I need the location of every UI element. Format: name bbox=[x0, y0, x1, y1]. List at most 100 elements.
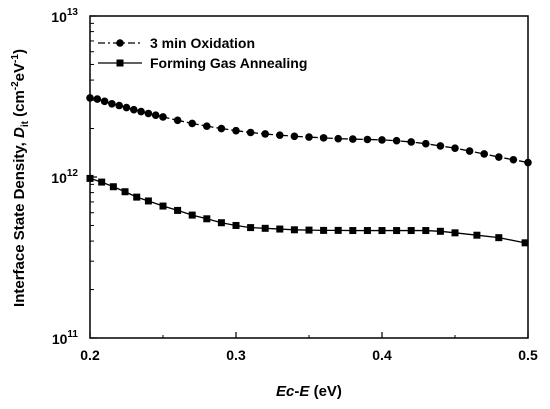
data-point-square bbox=[422, 227, 430, 235]
data-point-square bbox=[109, 183, 117, 191]
legend-label-fga: Forming Gas Annealing bbox=[150, 55, 307, 71]
data-point-square bbox=[473, 231, 481, 239]
y-tick-label: 1013 bbox=[51, 7, 78, 25]
data-point-circle bbox=[436, 142, 445, 150]
legend-marker-oxidation bbox=[116, 39, 124, 47]
data-point-circle bbox=[290, 132, 299, 141]
y-title-exp2: -1 bbox=[10, 54, 21, 63]
y-tick-label: 1011 bbox=[52, 329, 79, 347]
data-point-square bbox=[247, 224, 255, 232]
data-point-circle bbox=[203, 122, 211, 130]
legend: 3 min Oxidation Forming Gas Annealing bbox=[98, 35, 307, 71]
data-point-square bbox=[334, 226, 342, 234]
data-point-square bbox=[276, 225, 284, 233]
data-point-circle bbox=[115, 101, 123, 110]
y-title-sub: it bbox=[20, 120, 31, 127]
data-point-square bbox=[521, 239, 529, 247]
data-point-circle bbox=[261, 130, 270, 138]
x-title-e: E bbox=[299, 383, 310, 400]
data-point-circle bbox=[93, 95, 102, 103]
data-point-circle bbox=[144, 109, 153, 118]
data-point-square bbox=[217, 219, 225, 227]
data-point-circle bbox=[276, 131, 284, 139]
data-point-circle bbox=[363, 135, 372, 144]
data-point-circle bbox=[159, 113, 167, 121]
data-point-circle bbox=[378, 136, 386, 144]
y-title-unit-open: (cm bbox=[11, 90, 28, 121]
data-point-square bbox=[98, 178, 106, 186]
y-title-sym: D bbox=[11, 127, 28, 138]
data-point-circle bbox=[122, 103, 131, 112]
data-point-square bbox=[363, 227, 371, 235]
data-point-square bbox=[86, 174, 94, 182]
data-point-circle bbox=[151, 111, 160, 120]
x-axis-title: Ec-E (eV) bbox=[276, 383, 342, 400]
data-point-circle bbox=[100, 97, 109, 106]
data-point-circle bbox=[407, 138, 416, 146]
data-point-square bbox=[203, 215, 211, 223]
y-title-unit-close: ) bbox=[11, 49, 28, 54]
data-point-circle bbox=[86, 94, 94, 102]
y-tick-label: 1012 bbox=[51, 168, 78, 186]
y-tick-base: 10 bbox=[52, 331, 68, 347]
data-point-circle bbox=[188, 119, 196, 128]
data-point-circle bbox=[509, 155, 518, 164]
x-title-ec: Ec bbox=[276, 383, 295, 400]
data-point-circle bbox=[349, 135, 357, 143]
y-tick-base: 10 bbox=[51, 170, 67, 186]
data-point-circle bbox=[392, 136, 401, 145]
data-point-square bbox=[144, 197, 152, 205]
y-title-mid: eV bbox=[11, 63, 28, 81]
data-point-circle bbox=[217, 124, 226, 133]
data-point-square bbox=[320, 226, 328, 234]
data-point-circle bbox=[465, 147, 474, 155]
data-point-circle bbox=[305, 133, 313, 141]
x-title-unit: (eV) bbox=[309, 383, 342, 400]
data-point-circle bbox=[137, 107, 145, 116]
y-tick-exponent: 11 bbox=[67, 329, 78, 340]
data-point-square bbox=[174, 206, 182, 214]
data-point-square bbox=[378, 227, 386, 235]
data-point-square bbox=[290, 226, 298, 234]
data-point-square bbox=[159, 202, 167, 210]
data-point-circle bbox=[108, 99, 116, 108]
data-point-circle bbox=[246, 128, 255, 137]
legend-label-oxidation: 3 min Oxidation bbox=[150, 35, 255, 51]
data-point-square bbox=[133, 193, 141, 201]
data-point-circle bbox=[495, 153, 503, 161]
data-point-square bbox=[121, 188, 129, 196]
data-point-circle bbox=[173, 116, 182, 125]
x-tick-label: 0.2 bbox=[80, 347, 100, 363]
y-tick-base: 10 bbox=[51, 9, 67, 25]
data-point-square bbox=[495, 234, 503, 242]
y-title-exp1: -2 bbox=[10, 81, 21, 90]
x-title-dash: - bbox=[294, 383, 299, 400]
data-point-circle bbox=[232, 126, 240, 135]
y-tick-exponent: 12 bbox=[67, 168, 79, 179]
series-line-0 bbox=[89, 97, 529, 164]
data-point-square bbox=[393, 227, 401, 235]
x-tick-label: 0.5 bbox=[518, 347, 538, 363]
data-point-square bbox=[407, 227, 415, 235]
data-point-square bbox=[451, 229, 459, 237]
data-point-circle bbox=[480, 150, 489, 158]
data-point-circle bbox=[130, 105, 138, 114]
data-point-circle bbox=[334, 134, 343, 143]
y-tick-exponent: 13 bbox=[67, 7, 79, 18]
data-point-square bbox=[436, 227, 444, 235]
data-point-circle bbox=[451, 144, 459, 152]
data-point-square bbox=[188, 211, 196, 219]
x-tick-label: 0.4 bbox=[372, 347, 392, 363]
data-point-square bbox=[305, 226, 313, 234]
data-point-circle bbox=[524, 158, 532, 167]
series-layer bbox=[86, 94, 532, 247]
legend-marker-fga bbox=[116, 59, 124, 67]
y-title-main: Interface State Density, bbox=[11, 138, 28, 307]
x-tick-label: 0.3 bbox=[226, 347, 246, 363]
data-point-square bbox=[349, 227, 357, 235]
y-axis-title: Interface State Density, Dit (cm-2eV-1) bbox=[10, 49, 31, 307]
data-point-square bbox=[232, 221, 240, 229]
data-point-square bbox=[261, 224, 269, 232]
